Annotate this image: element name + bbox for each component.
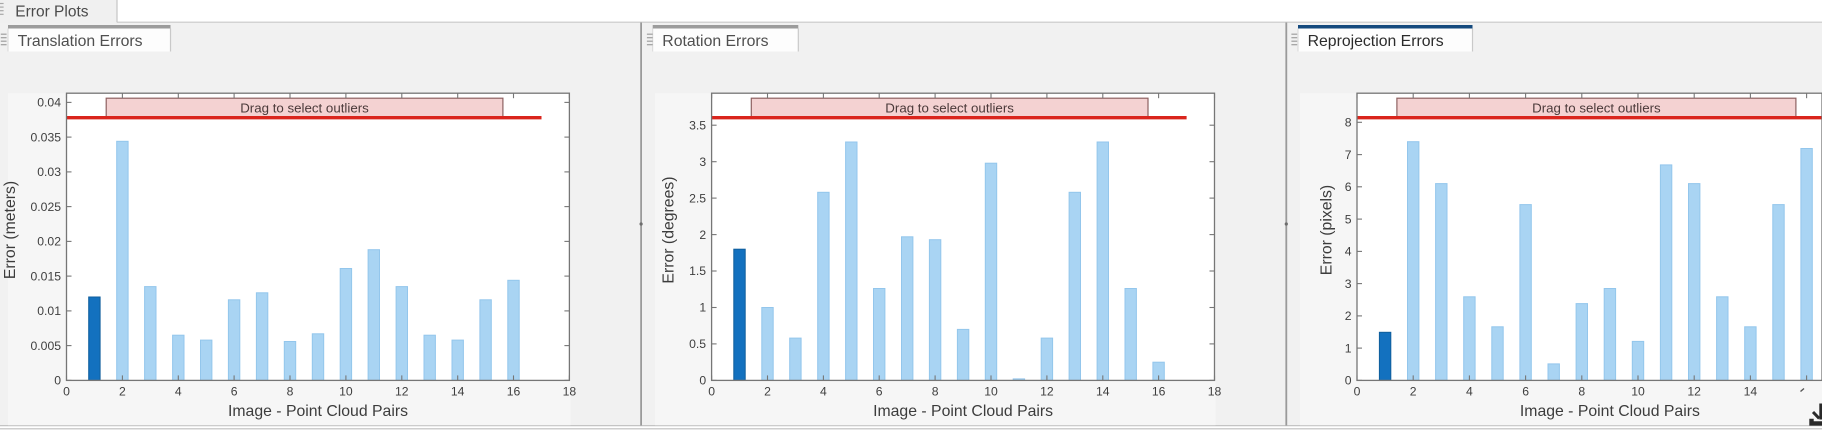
svg-text:8: 8 <box>1578 385 1585 399</box>
svg-text:1.5: 1.5 <box>689 264 706 278</box>
svg-text:12: 12 <box>1040 385 1054 399</box>
svg-text:6: 6 <box>876 385 883 399</box>
svg-text:4: 4 <box>1345 245 1352 259</box>
svg-text:6: 6 <box>1345 180 1352 194</box>
svg-text:16: 16 <box>507 385 521 399</box>
svg-text:0: 0 <box>63 385 70 399</box>
svg-text:6: 6 <box>231 385 238 399</box>
svg-text:6: 6 <box>1522 385 1529 399</box>
svg-text:8: 8 <box>1345 116 1352 130</box>
svg-text:2.5: 2.5 <box>689 191 706 205</box>
svg-text:0.5: 0.5 <box>689 337 706 351</box>
svg-text:10: 10 <box>1631 385 1645 399</box>
svg-text:1: 1 <box>1345 341 1352 355</box>
svg-text:Drag to select outliers: Drag to select outliers <box>885 100 1014 115</box>
svg-text:0.035: 0.035 <box>31 130 62 144</box>
svg-text:2: 2 <box>1410 385 1417 399</box>
svg-text:0.04: 0.04 <box>37 96 61 110</box>
svg-text:Image - Point Cloud Pairs: Image - Point Cloud Pairs <box>1520 403 1700 420</box>
svg-text:3: 3 <box>699 155 706 169</box>
svg-text:0: 0 <box>1354 385 1361 399</box>
svg-text:14: 14 <box>1744 385 1758 399</box>
svg-text:Error Plots: Error Plots <box>15 4 88 21</box>
svg-text:Reprojection Errors: Reprojection Errors <box>1308 33 1444 50</box>
svg-text:Error (degrees): Error (degrees) <box>661 176 678 283</box>
svg-text:2: 2 <box>119 385 126 399</box>
svg-text:8: 8 <box>287 385 294 399</box>
svg-text:14: 14 <box>451 385 465 399</box>
svg-text:12: 12 <box>1687 385 1701 399</box>
svg-text:14: 14 <box>1096 385 1110 399</box>
svg-text:Drag to select outliers: Drag to select outliers <box>1532 100 1661 115</box>
svg-text:2: 2 <box>764 385 771 399</box>
svg-text:0.015: 0.015 <box>31 269 62 283</box>
svg-text:2: 2 <box>1345 309 1352 323</box>
svg-text:18: 18 <box>1208 385 1222 399</box>
svg-text:4: 4 <box>1466 385 1473 399</box>
svg-text:Error (meters): Error (meters) <box>2 181 19 279</box>
svg-text:0.03: 0.03 <box>37 165 61 179</box>
svg-text:0: 0 <box>1345 374 1352 388</box>
svg-text:10: 10 <box>984 385 998 399</box>
svg-text:Rotation Errors: Rotation Errors <box>662 33 768 50</box>
svg-text:8: 8 <box>932 385 939 399</box>
svg-text:Drag to select outliers: Drag to select outliers <box>240 100 369 115</box>
svg-text:0.01: 0.01 <box>37 304 61 318</box>
svg-text:5: 5 <box>1345 212 1352 226</box>
svg-text:0: 0 <box>699 374 706 388</box>
svg-text:4: 4 <box>175 385 182 399</box>
svg-text:3: 3 <box>1345 277 1352 291</box>
svg-text:Error (pixels): Error (pixels) <box>1319 185 1336 275</box>
svg-text:1: 1 <box>699 301 706 315</box>
svg-text:7: 7 <box>1345 148 1352 162</box>
svg-text:0.005: 0.005 <box>31 339 62 353</box>
svg-text:Image - Point Cloud Pairs: Image - Point Cloud Pairs <box>228 403 408 420</box>
svg-text:10: 10 <box>339 385 353 399</box>
svg-text:0: 0 <box>54 374 61 388</box>
svg-text:18: 18 <box>563 385 577 399</box>
svg-text:16: 16 <box>1152 385 1166 399</box>
svg-text:0.025: 0.025 <box>31 200 62 214</box>
svg-text:0.02: 0.02 <box>37 235 61 249</box>
svg-text:3.5: 3.5 <box>689 118 706 132</box>
svg-text:4: 4 <box>820 385 827 399</box>
svg-text:Image - Point Cloud Pairs: Image - Point Cloud Pairs <box>873 403 1053 420</box>
svg-text:0: 0 <box>708 385 715 399</box>
svg-text:12: 12 <box>395 385 409 399</box>
svg-text:2: 2 <box>699 228 706 242</box>
svg-text:Translation Errors: Translation Errors <box>18 33 143 50</box>
